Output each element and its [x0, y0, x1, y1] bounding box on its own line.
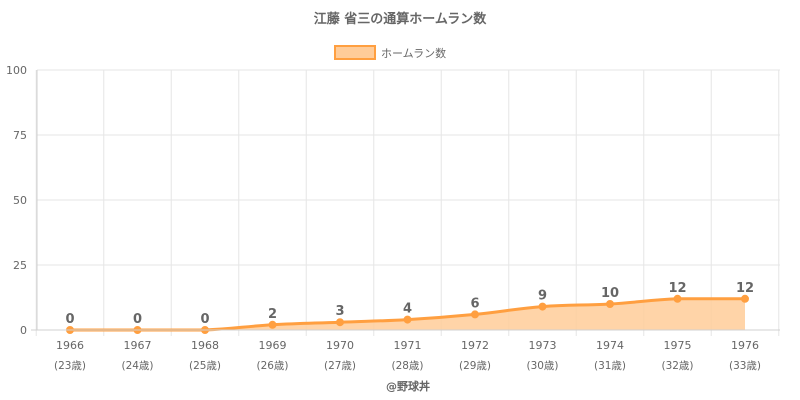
- y-tick-label: 0: [20, 324, 27, 337]
- x-tick-label: 1976: [731, 339, 759, 352]
- data-point[interactable]: [606, 300, 614, 308]
- data-label: 10: [601, 286, 619, 301]
- x-tick-sublabel: (26歳): [256, 360, 288, 372]
- x-tick-sublabel: (29歳): [459, 360, 491, 372]
- data-label: 9: [538, 289, 547, 304]
- y-tick-label: 25: [13, 259, 27, 272]
- chart-title: 江藤 省三の通算ホームラン数: [314, 11, 487, 27]
- data-label: 6: [470, 296, 479, 311]
- legend[interactable]: ホームラン数: [334, 45, 446, 60]
- x-tick-label: 1974: [596, 339, 624, 352]
- x-tick-label: 1975: [664, 339, 692, 352]
- x-tick-label: 1971: [394, 339, 422, 352]
- data-label: 12: [668, 281, 686, 296]
- data-label: 12: [736, 281, 754, 296]
- x-tick-label: 1973: [529, 339, 557, 352]
- data-point[interactable]: [741, 294, 749, 303]
- x-tick-sublabel: (23歳): [54, 360, 86, 372]
- y-tick-label: 75: [13, 129, 27, 142]
- data-label: 3: [335, 304, 344, 319]
- data-label: 4: [403, 302, 412, 317]
- x-tick-label: 1968: [191, 339, 219, 352]
- axes: 02550751001966(23歳)1967(24歳)1968(25歳)196…: [6, 64, 780, 372]
- data-point[interactable]: [268, 320, 277, 329]
- data-label: 2: [268, 307, 277, 322]
- legend-label: ホームラン数: [381, 47, 446, 60]
- data-point[interactable]: [403, 315, 412, 324]
- data-point[interactable]: [538, 302, 547, 311]
- x-tick-sublabel: (28歳): [391, 360, 423, 372]
- x-tick-label: 1967: [124, 339, 152, 352]
- credit-text: @野球丼: [386, 379, 430, 393]
- data-label: 0: [133, 312, 142, 327]
- data-label: 0: [65, 312, 74, 327]
- x-tick-label: 1972: [461, 339, 489, 352]
- legend-swatch: [334, 45, 376, 60]
- data-point[interactable]: [471, 310, 479, 319]
- data-point[interactable]: [673, 294, 682, 303]
- x-tick-sublabel: (31歳): [594, 360, 626, 372]
- x-tick-sublabel: (27歳): [324, 360, 356, 372]
- x-tick-sublabel: (24歳): [121, 360, 153, 372]
- x-tick-label: 1970: [326, 339, 354, 352]
- x-tick-label: 1966: [56, 339, 84, 352]
- y-tick-label: 100: [6, 64, 27, 77]
- data-labels: 0 0 0 2 3 4 6 9 10 12 12: [65, 281, 754, 327]
- x-tick-sublabel: (33歳): [729, 360, 761, 372]
- x-tick-sublabel: (30歳): [526, 360, 558, 372]
- x-tick-sublabel: (25歳): [189, 360, 221, 372]
- data-label: 0: [200, 312, 209, 327]
- data-point[interactable]: [336, 318, 344, 327]
- y-tick-label: 50: [13, 194, 27, 207]
- x-tick-label: 1969: [259, 339, 287, 352]
- x-tick-sublabel: (32歳): [661, 360, 693, 372]
- grid: [35, 69, 780, 336]
